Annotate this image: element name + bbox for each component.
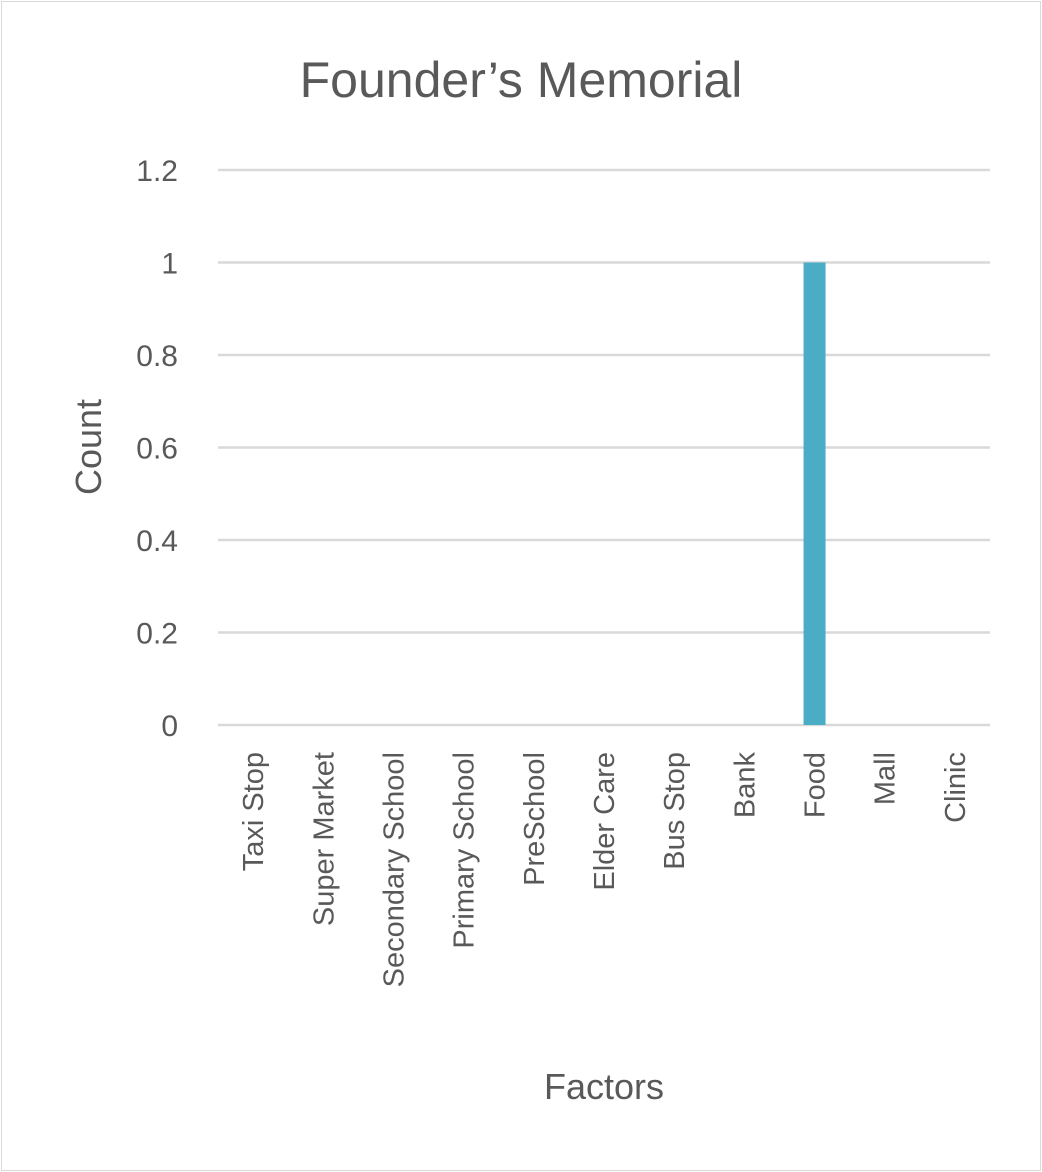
gridlines bbox=[218, 168, 990, 727]
x-tick-label: Food bbox=[800, 752, 832, 818]
y-tick-label: 0.2 bbox=[136, 618, 178, 651]
x-tick-label: Taxi Stop bbox=[238, 752, 270, 871]
x-axis-label: Factors bbox=[544, 1066, 664, 1107]
chart-title: Founder’s Memorial bbox=[300, 52, 743, 108]
x-tick-label: Bank bbox=[729, 752, 761, 819]
y-tick-label: 0.4 bbox=[136, 525, 178, 558]
x-tick-label: Elder Care bbox=[589, 752, 621, 891]
bars bbox=[803, 262, 826, 725]
y-tick-label: 0 bbox=[161, 710, 178, 743]
x-tick-label: PreSchool bbox=[519, 752, 551, 886]
y-tick-label: 0.8 bbox=[136, 340, 178, 373]
x-tick-label: Clinic bbox=[940, 752, 972, 823]
y-axis-label: Count bbox=[68, 399, 109, 495]
x-tick-label: Super Market bbox=[308, 752, 340, 926]
y-tick-label: 0.6 bbox=[136, 433, 178, 466]
x-tick-label: Secondary School bbox=[378, 752, 410, 987]
y-axis-ticks: 0 0.2 0.4 0.6 0.8 1 1.2 bbox=[136, 155, 178, 743]
y-tick-label: 1 bbox=[161, 248, 178, 281]
x-tick-label: Primary School bbox=[449, 752, 481, 949]
x-tick-label: Mall bbox=[870, 752, 902, 805]
x-axis-categories: Taxi Stop Super Market Secondary School Pri… bbox=[238, 752, 972, 988]
bar bbox=[803, 262, 826, 725]
x-tick-label: Bus Stop bbox=[659, 752, 691, 870]
y-tick-label: 1.2 bbox=[136, 155, 178, 188]
